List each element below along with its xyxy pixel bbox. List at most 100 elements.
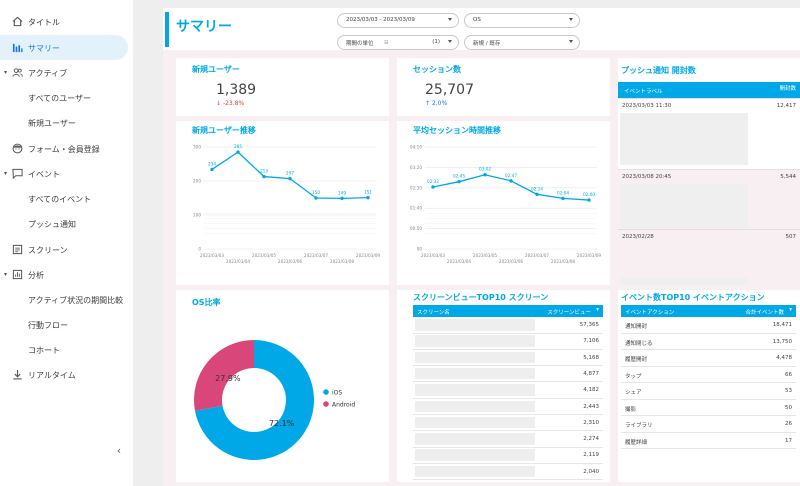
data-point bbox=[457, 179, 461, 184]
data-label: 02:00 bbox=[583, 192, 595, 197]
download-icon bbox=[13, 369, 22, 380]
row-value: 53 bbox=[785, 388, 792, 394]
push-row: 2023/02/28 507 bbox=[618, 229, 800, 285]
push-row-value: 5,544 bbox=[780, 174, 796, 180]
sidebar-item-event[interactable]: ▾ イベント bbox=[0, 161, 128, 186]
data-label: 149 bbox=[338, 190, 346, 195]
title-bar: サマリー 2023/03/03 - 2023/03/09 OS 期間の単位 日 … bbox=[163, 8, 800, 50]
table-row[interactable]: 通知開封 18,471 bbox=[621, 317, 796, 334]
new-returning-filter[interactable]: 新規 / 既存 bbox=[464, 35, 580, 50]
table-row[interactable]: 5,168 bbox=[413, 350, 603, 367]
row-label: 通知開封 bbox=[625, 324, 648, 330]
y-tick-label: 0 bbox=[198, 247, 201, 252]
table-row[interactable]: 2,040 bbox=[413, 464, 603, 481]
x-tick-label: 2023/03/04 bbox=[447, 259, 471, 264]
row-label: 通知閉じる bbox=[625, 340, 653, 347]
table-row[interactable]: 履歴詳細 17 bbox=[621, 433, 796, 449]
x-tick-label: 2023/03/09 bbox=[356, 253, 380, 258]
sidebar-item-label: イベント bbox=[28, 170, 60, 179]
table-row[interactable]: 2,310 bbox=[413, 415, 603, 432]
new-users-delta: ↓ -23.8% bbox=[216, 100, 244, 107]
table-row[interactable]: 撮影 50 bbox=[621, 400, 796, 416]
sidebar-item-new-users[interactable]: 新規ユーザー bbox=[0, 110, 128, 135]
table-row[interactable]: シェア 53 bbox=[621, 383, 796, 400]
sort-desc-icon[interactable]: ▾ bbox=[789, 307, 792, 313]
sidebar-item-behavior-flow[interactable]: 行動フロー bbox=[0, 312, 128, 337]
row-bar bbox=[415, 367, 535, 380]
screen-header-value[interactable]: スクリーンビュー bbox=[547, 310, 591, 316]
push-row-value: 507 bbox=[785, 234, 797, 240]
data-point bbox=[587, 198, 591, 202]
os-filter[interactable]: OS bbox=[464, 13, 580, 28]
data-label: 151 bbox=[364, 190, 372, 195]
data-point bbox=[288, 176, 292, 181]
pie-slice bbox=[194, 340, 254, 411]
row-value: 5,168 bbox=[583, 354, 599, 361]
x-tick-label: 2023/03/08 bbox=[330, 259, 354, 264]
sidebar-item-push[interactable]: プッシュ通知 bbox=[0, 211, 128, 236]
pie-slice bbox=[194, 340, 314, 460]
sidebar-item-realtime[interactable]: リアルタイム bbox=[0, 362, 128, 387]
sidebar-item-cohort[interactable]: コホート bbox=[0, 337, 128, 362]
sidebar-item-all-users[interactable]: すべてのユーザー bbox=[0, 85, 128, 110]
new-users-delta-value: -23.8% bbox=[222, 100, 245, 107]
table-row[interactable]: 4,182 bbox=[413, 382, 603, 399]
row-bar bbox=[415, 400, 535, 412]
caret-down-icon: ▾ bbox=[4, 170, 8, 177]
table-row[interactable]: 通知閉じる 13,750 bbox=[621, 334, 796, 350]
table-row[interactable]: 2,119 bbox=[413, 447, 603, 464]
table-row[interactable]: 4,877 bbox=[413, 366, 603, 383]
sidebar-item-screen[interactable]: スクリーン bbox=[0, 237, 128, 262]
x-tick-label: 2023/03/06 bbox=[499, 259, 523, 264]
screen-views-card: スクリーンビューTOP10 スクリーン スクリーン名 スクリーンビュー ▾ 57… bbox=[397, 290, 610, 482]
sidebar-item-all-events[interactable]: すべてのイベント bbox=[0, 186, 128, 211]
new-returning-value: 新規 / 既存 bbox=[473, 41, 501, 47]
push-open-title: プッシュ通知 開封数 bbox=[621, 66, 696, 75]
table-row[interactable]: 2,443 bbox=[413, 399, 603, 415]
sidebar-item-active[interactable]: ▾ アクティブ bbox=[0, 60, 128, 85]
new-users-value: 1,389 bbox=[216, 82, 257, 98]
x-tick-label: 2023/03/06 bbox=[278, 259, 302, 264]
table-row[interactable]: 履歴開封 4,478 bbox=[621, 350, 796, 367]
table-row[interactable]: 2,274 bbox=[413, 431, 603, 448]
events-header-name[interactable]: イベントアクション bbox=[625, 310, 675, 316]
table-row[interactable]: 57,365 bbox=[413, 317, 603, 334]
sidebar-item-analysis[interactable]: ▾ 分析 bbox=[0, 262, 128, 287]
legend-marker bbox=[323, 401, 329, 407]
comment-icon bbox=[12, 168, 23, 179]
period-unit-select[interactable]: 期間の単位 日 (1) bbox=[337, 35, 459, 50]
analytics-icon bbox=[12, 269, 23, 280]
date-range-picker[interactable]: 2023/03/03 - 2023/03/09 bbox=[337, 13, 459, 28]
sidebar-item-label: スクリーン bbox=[28, 246, 68, 255]
page-title: サマリー bbox=[176, 19, 232, 35]
row-value: 4,478 bbox=[776, 355, 792, 361]
os-ratio-title: OS比率 bbox=[192, 298, 221, 307]
sessions-card: セッション数 25,707 ↑ 2.0% bbox=[397, 58, 610, 116]
sidebar-item-label: 分析 bbox=[28, 271, 44, 280]
row-value: 2,119 bbox=[583, 452, 599, 459]
data-point bbox=[340, 196, 344, 201]
sort-desc-icon[interactable]: ▾ bbox=[596, 307, 599, 313]
period-unit-value: 日 bbox=[384, 41, 389, 46]
sidebar-item-summary[interactable]: サマリー bbox=[0, 35, 128, 60]
document-icon bbox=[12, 244, 23, 255]
row-value: 26 bbox=[785, 421, 792, 427]
row-bar bbox=[415, 449, 535, 461]
sidebar-item-label: タイトル bbox=[28, 18, 60, 27]
table-row[interactable]: ライブラリ 26 bbox=[621, 416, 796, 433]
data-point bbox=[210, 167, 214, 172]
sidebar-item-form-registration[interactable]: フォーム・会員登録 bbox=[0, 136, 128, 161]
table-row[interactable]: 7,106 bbox=[413, 333, 603, 350]
screen-header-name[interactable]: スクリーン名 bbox=[417, 310, 450, 316]
table-row[interactable]: タップ 66 bbox=[621, 367, 796, 383]
collapse-sidebar-button[interactable]: ‹ bbox=[116, 444, 122, 457]
new-users-title: 新規ユーザー bbox=[192, 65, 240, 74]
sidebar-item-title[interactable]: タイトル bbox=[0, 9, 128, 34]
data-label: 03:02 bbox=[479, 167, 491, 172]
data-label: 213 bbox=[260, 169, 268, 174]
sidebar-item-period-compare[interactable]: アクティブ状況の期間比較 bbox=[0, 287, 128, 312]
events-header-value[interactable]: 合計イベント数 bbox=[745, 310, 784, 316]
sidebar-item-label: すべてのユーザー bbox=[28, 94, 91, 103]
y-tick-label: 02:30 bbox=[410, 185, 422, 190]
